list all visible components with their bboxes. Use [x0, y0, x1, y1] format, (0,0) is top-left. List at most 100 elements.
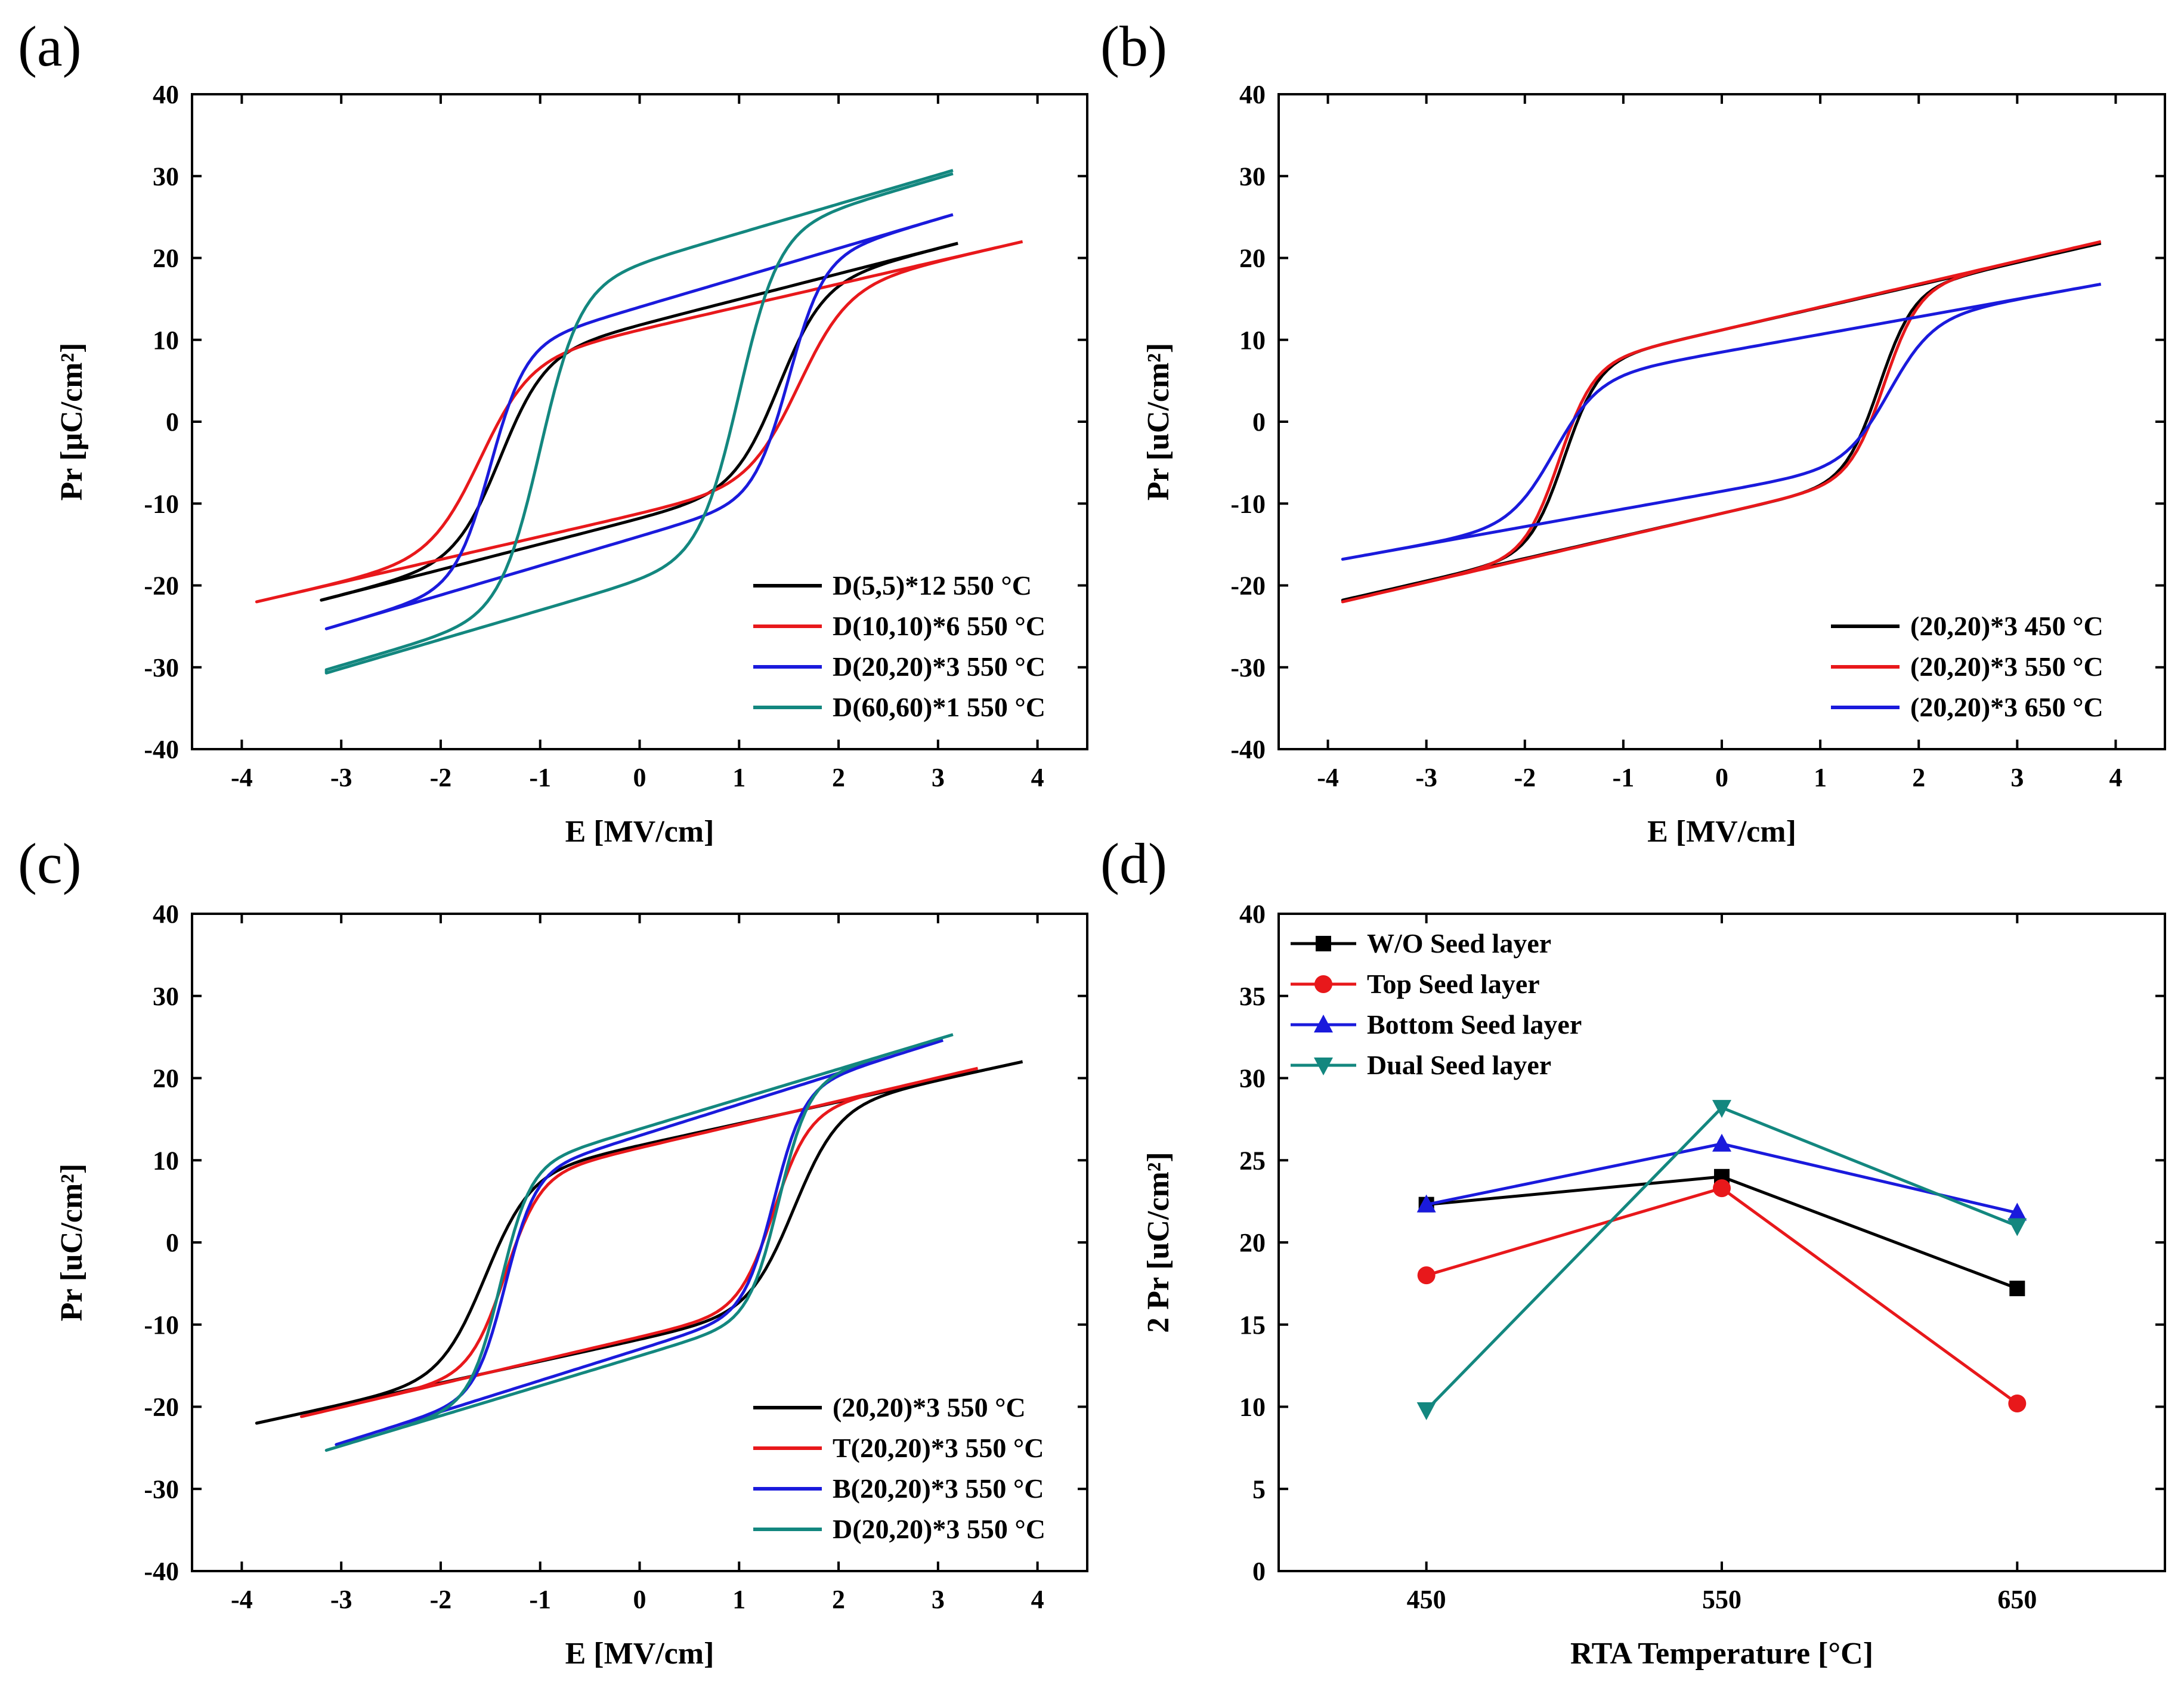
triangle-down-marker — [2007, 1218, 2027, 1236]
x-axis-title: E [MV/cm] — [565, 815, 714, 849]
triangle-up-marker — [1314, 1015, 1333, 1032]
x-tick-label: 0 — [633, 1585, 646, 1614]
y-tick-label: -20 — [1230, 571, 1266, 601]
legend-label: Bottom Seed layer — [1367, 1009, 1582, 1040]
legend-label: (20,20)*3 450 °C — [1910, 611, 2103, 641]
y-tick-label: 20 — [153, 244, 179, 273]
series-line-2 — [1425, 1186, 2018, 1405]
x-tick-label: 2 — [1912, 763, 1925, 792]
y-tick-label: 25 — [1239, 1146, 1266, 1175]
y-tick-label: 10 — [1239, 1393, 1266, 1422]
x-axis-title: RTA Temperature [°C] — [1570, 1637, 1873, 1671]
series-line-3 — [1341, 282, 2102, 561]
y-tick-label: 30 — [153, 982, 179, 1011]
series-line-4 — [324, 169, 954, 675]
x-tick-label: 3 — [932, 1585, 945, 1614]
x-tick-label: -1 — [1613, 763, 1635, 792]
y-tick-label: 20 — [153, 1064, 179, 1093]
series-line-1 — [320, 242, 958, 602]
y-tick-label: -10 — [144, 489, 179, 518]
circle-marker — [2008, 1394, 2027, 1412]
series-line-1 — [1341, 242, 2102, 602]
panel-label: (d) — [1100, 831, 1167, 895]
series-line-4 — [1425, 1106, 2018, 1411]
plot-frame — [191, 913, 1088, 1572]
legend-label: B(20,20)*3 550 °C — [833, 1473, 1044, 1504]
legend-label: D(10,10)*6 550 °C — [833, 611, 1045, 641]
triangle-up-marker — [1416, 1194, 1436, 1213]
x-tick-label: -4 — [1317, 763, 1339, 792]
legend-label: D(5,5)*12 550 °C — [833, 570, 1032, 601]
y-tick-label: 10 — [153, 1146, 179, 1175]
x-tick-label: 4 — [1031, 1585, 1044, 1614]
legend-label: T(20,20)*3 550 °C — [833, 1433, 1044, 1463]
y-tick-label: -10 — [1230, 489, 1266, 518]
y-tick-label: 10 — [153, 326, 179, 355]
y-tick-label: -40 — [144, 1557, 179, 1586]
y-tick-label: -40 — [1230, 735, 1266, 764]
y-axis-title: Pr [uC/cm²] — [55, 1164, 89, 1321]
x-tick-label: -1 — [529, 763, 551, 792]
y-tick-label: -20 — [144, 1393, 179, 1422]
y-tick-label: 0 — [166, 407, 179, 437]
x-axis-title: E [MV/cm] — [565, 1637, 714, 1671]
y-tick-label: 35 — [1239, 982, 1266, 1011]
legend-label: W/O Seed layer — [1367, 928, 1551, 959]
x-tick-label: -1 — [529, 1585, 551, 1614]
x-tick-label: -3 — [330, 1585, 352, 1614]
series-line-2 — [1341, 240, 2102, 604]
x-tick-label: 3 — [2010, 763, 2024, 792]
y-tick-label: 40 — [153, 899, 179, 929]
x-tick-label: 1 — [732, 1585, 745, 1614]
legend-label: D(20,20)*3 550 °C — [833, 1514, 1045, 1544]
x-tick-label: 0 — [1715, 763, 1728, 792]
legend-label: (20,20)*3 550 °C — [1910, 651, 2103, 682]
x-tick-label: -2 — [430, 763, 452, 792]
x-tick-label: -2 — [1514, 763, 1536, 792]
circle-marker — [1713, 1179, 1731, 1198]
y-tick-label: -30 — [144, 653, 179, 682]
y-tick-label: -20 — [144, 571, 179, 601]
y-tick-label: -40 — [144, 735, 179, 764]
y-tick-label: 30 — [153, 162, 179, 191]
x-tick-label: -3 — [330, 763, 352, 792]
series-line-3 — [335, 1038, 943, 1446]
triangle-up-marker — [2007, 1202, 2027, 1221]
y-axis-title: Pr [uC/cm²] — [1142, 343, 1175, 500]
x-tick-label: 450 — [1407, 1585, 1446, 1614]
y-tick-label: 20 — [1239, 244, 1266, 273]
x-tick-label: 2 — [832, 763, 845, 792]
x-axis-title: E [MV/cm] — [1647, 815, 1796, 849]
x-tick-label: 1 — [732, 763, 745, 792]
x-tick-label: 3 — [932, 763, 945, 792]
legend-label: D(20,20)*3 550 °C — [833, 651, 1045, 682]
y-tick-label: 0 — [1252, 1557, 1266, 1586]
y-tick-label: 40 — [153, 80, 179, 109]
square-marker — [2009, 1281, 2025, 1297]
triangle-down-marker — [1314, 1058, 1333, 1075]
y-tick-label: 20 — [1239, 1228, 1266, 1257]
panel-label: (a) — [18, 14, 82, 78]
x-tick-label: -2 — [430, 1585, 452, 1614]
x-tick-label: -4 — [231, 1585, 253, 1614]
legend-label: Top Seed layer — [1367, 969, 1540, 999]
x-tick-label: 4 — [2109, 763, 2122, 792]
panel-label: (b) — [1100, 14, 1167, 78]
series-line-2 — [300, 1066, 979, 1418]
legend-label: (20,20)*3 550 °C — [833, 1392, 1026, 1423]
y-axis-title: Pr [μC/cm²] — [55, 342, 89, 500]
circle-marker — [1314, 975, 1332, 993]
legend-label: Dual Seed layer — [1367, 1050, 1551, 1080]
y-tick-label: 40 — [1239, 899, 1266, 929]
y-tick-label: 5 — [1252, 1474, 1266, 1504]
series-line-3 — [324, 213, 954, 630]
y-tick-label: -30 — [1230, 653, 1266, 682]
y-tick-label: -10 — [144, 1310, 179, 1340]
y-tick-label: 30 — [1239, 1064, 1266, 1093]
y-tick-label: 0 — [1252, 407, 1266, 437]
triangle-up-marker — [1712, 1133, 1731, 1152]
x-tick-label: -4 — [231, 763, 253, 792]
